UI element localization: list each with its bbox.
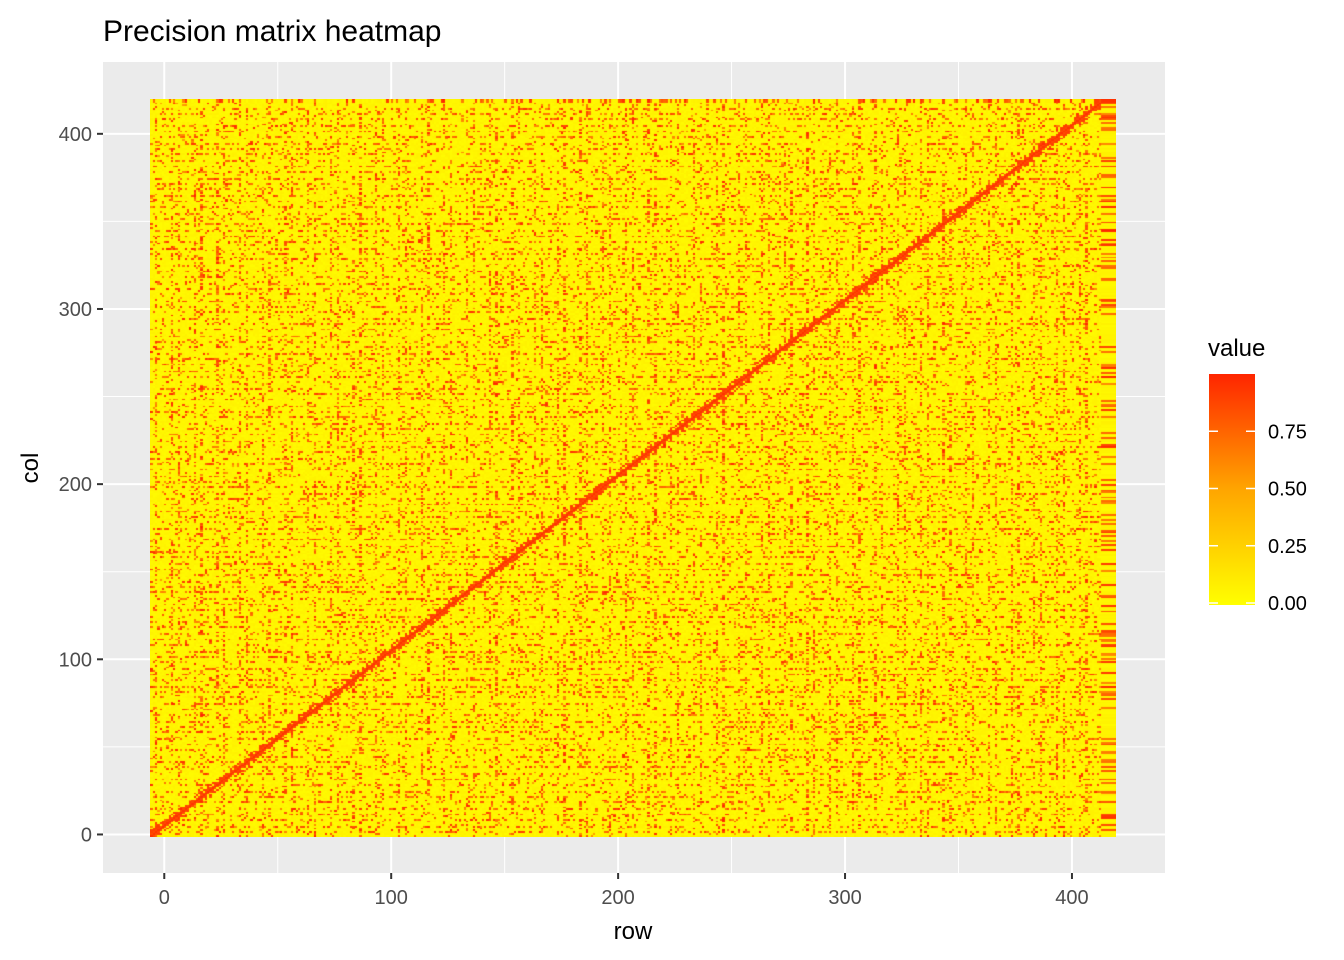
legend-label: 0.00 (1268, 593, 1307, 615)
x-axis: 0 100 200 300 400 (159, 873, 1089, 909)
y-axis-title: col (17, 453, 44, 484)
x-tick-label: 100 (375, 887, 408, 909)
legend-label: 0.75 (1268, 421, 1307, 443)
y-tick-label: 0 (81, 824, 92, 846)
heatmap-cells (150, 99, 1116, 837)
legend-title: value (1208, 335, 1265, 362)
legend-colorbar (1209, 374, 1255, 605)
y-tick-label: 300 (59, 299, 92, 321)
x-tick-label: 200 (601, 887, 634, 909)
x-axis-title: row (614, 918, 653, 945)
legend-label: 0.50 (1268, 479, 1307, 501)
x-tick-label: 0 (159, 887, 170, 909)
y-axis: 0 100 200 300 400 (59, 124, 103, 846)
x-tick-label: 300 (828, 887, 861, 909)
y-tick-label: 100 (59, 649, 92, 671)
y-tick-label: 400 (59, 124, 92, 146)
legend-label: 0.25 (1268, 536, 1307, 558)
y-tick-label: 200 (59, 474, 92, 496)
chart-title: Precision matrix heatmap (103, 15, 441, 48)
legend-ticks: 0.00 0.25 0.50 0.75 (1209, 421, 1307, 615)
color-legend: value 0.00 0.25 0.50 0.75 (1208, 335, 1307, 615)
x-tick-label: 400 (1055, 887, 1088, 909)
heatmap-raster (150, 99, 1116, 837)
